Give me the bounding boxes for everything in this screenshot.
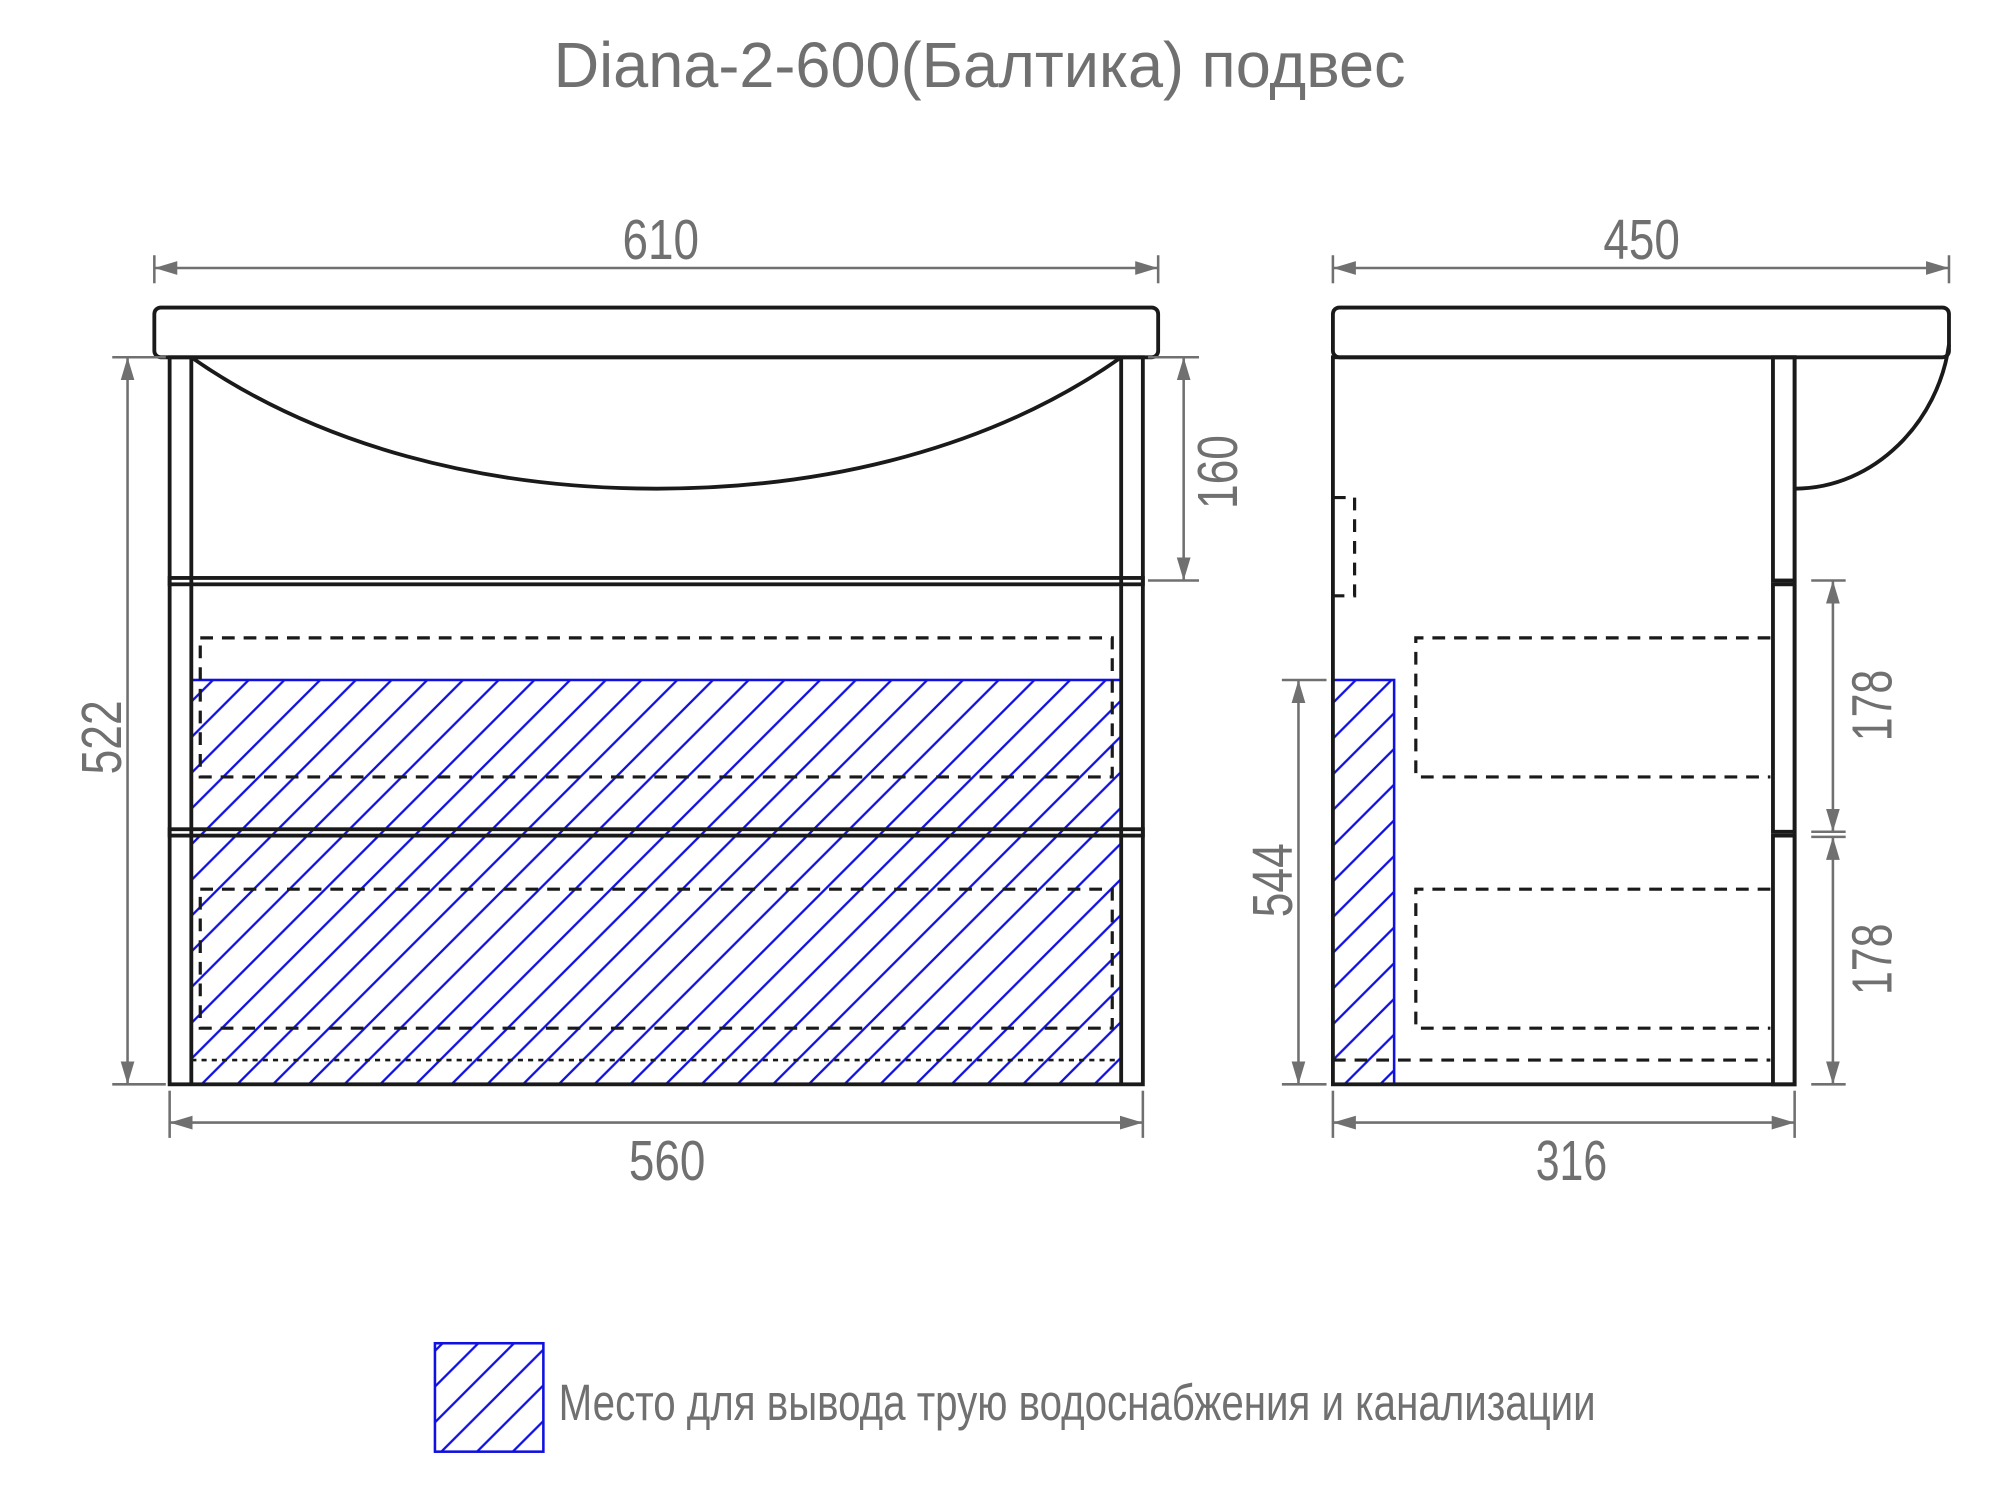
dim-label-316: 316 xyxy=(1536,1129,1607,1192)
side-view: 450 544 178 178 316 xyxy=(1241,208,1951,1192)
legend-hatch-swatch xyxy=(433,1341,545,1453)
page-title: Diana-2-600(Балтика) подвес xyxy=(554,29,1406,101)
basin-curve xyxy=(190,355,1123,491)
legend: Место для вывода трую водоснабжения и ка… xyxy=(433,1341,1596,1453)
side-hatch-zone xyxy=(1331,678,1396,1086)
dim-label-178-lower: 178 xyxy=(1841,924,1904,995)
dim-label-450: 450 xyxy=(1603,208,1680,271)
front-view: 610 522 160 560 xyxy=(70,208,1249,1192)
side-body xyxy=(1330,355,1797,1087)
drawer-box-lower xyxy=(198,887,1114,1030)
legend-label: Место для вывода трую водоснабжения и ка… xyxy=(559,1374,1596,1431)
dim-label-560: 560 xyxy=(629,1129,706,1192)
front-panel-drawer-2 xyxy=(1771,833,1797,1087)
dim-label-522: 522 xyxy=(70,700,133,774)
side-basin-curve xyxy=(1794,344,1951,491)
dim-label-178-upper: 178 xyxy=(1841,670,1904,741)
siphon-bracket xyxy=(1332,495,1357,598)
front-hatch-zone xyxy=(190,678,1123,1086)
dim-label-160: 160 xyxy=(1186,435,1249,509)
front-panel-top xyxy=(1771,355,1797,583)
side-drawer-box-upper xyxy=(1414,636,1771,779)
dim-label-610: 610 xyxy=(622,208,699,271)
side-drawer-box-lower xyxy=(1414,887,1771,1030)
front-body xyxy=(167,355,1145,1087)
drawer-divider-2 xyxy=(167,827,1145,838)
drawer-divider-1 xyxy=(167,576,1145,587)
front-countertop xyxy=(152,305,1161,360)
dim-label-544: 544 xyxy=(1241,843,1304,917)
drawer-box-upper xyxy=(198,636,1114,779)
side-countertop xyxy=(1330,305,1951,360)
front-panel-drawer-1 xyxy=(1771,582,1797,834)
